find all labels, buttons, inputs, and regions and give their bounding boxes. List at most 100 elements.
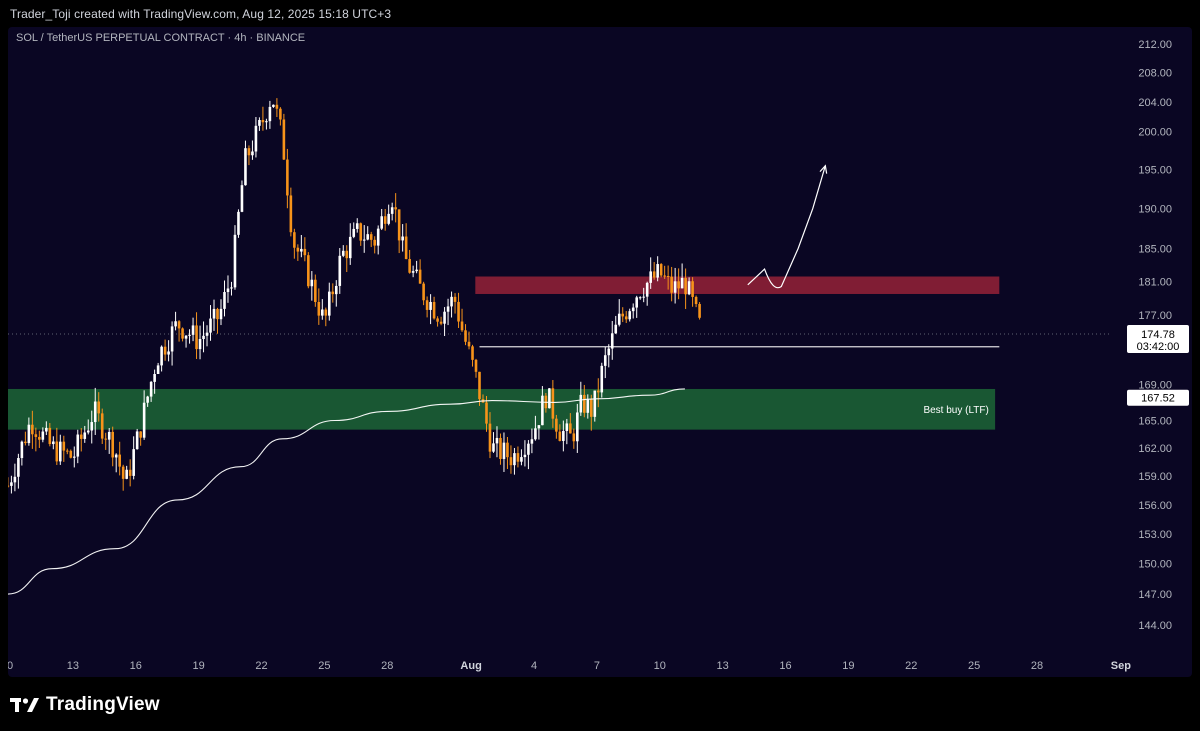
candle-body [282,119,286,160]
candle-body [174,321,177,327]
y-axis-tick-label: 208.00 [1138,68,1172,80]
candle-body [13,476,17,483]
candle-body [583,394,586,413]
candle-body [436,318,439,322]
projection-arrow-line[interactable] [747,165,826,289]
moving-average-line [8,388,685,595]
candle-body [191,325,195,335]
last-price-label-box [1127,325,1189,354]
candle-body [439,321,443,324]
candle-body [425,300,429,310]
candle-body [600,365,604,393]
candle-body [638,297,642,299]
y-axis-tick-label: 150.00 [1138,559,1172,571]
y-axis-tick-label: 212.00 [1138,39,1172,51]
candle-body [359,223,363,241]
candle-body [139,431,142,438]
tradingview-logo-icon [10,698,39,712]
candle-body [677,281,680,289]
candle-body [202,335,205,340]
candle-body [541,395,544,426]
resistance-zone[interactable] [475,276,1000,294]
candle-body [34,434,38,437]
y-axis-tick-label: 156.00 [1138,500,1172,512]
last-price-value: 174.78 [1141,329,1175,341]
candle-body [376,228,380,246]
candle-body [62,441,66,451]
candle-body [223,292,226,309]
candle-body [100,413,104,439]
candle-body [293,232,296,248]
candle-body [219,308,223,320]
candle-body [495,437,499,444]
candle-body [279,108,282,120]
y-axis-tick-label: 147.00 [1138,589,1172,601]
candle-body [334,285,338,295]
candle-body [551,388,555,419]
candle-body [48,427,52,445]
x-axis-tick-label: 25 [968,660,980,672]
candle-body [205,332,209,336]
candle-body [69,450,73,458]
candle-body [485,402,488,424]
candle-body [684,277,687,295]
candle-body [230,287,233,289]
candle-body [429,301,432,310]
candle-body [181,328,184,339]
candle-body [17,458,20,477]
x-axis-tick-label: 19 [193,660,205,672]
candle-body [237,211,240,235]
chart-panel[interactable]: Best buy (LTF) 212.00 208.00 204.00 200.00 19… [8,27,1192,677]
y-axis-tick-label: 162.00 [1138,443,1172,455]
candle-body [177,321,181,329]
candle-body [593,390,597,417]
candle-body [195,325,198,350]
candle-body [610,333,614,349]
x-axis-tick-label: Sep [1111,660,1131,672]
candle-body [272,104,275,107]
candle-body [247,148,251,156]
candle-body [450,296,453,307]
candle-body [327,291,331,316]
candle-body [607,348,611,356]
candle-body [383,216,387,224]
y-axis-tick-label: 177.00 [1138,310,1172,322]
candle-body [418,269,422,284]
candle-body [579,394,583,413]
candle-body [687,281,691,295]
candle-body [478,371,481,400]
candle-body [464,330,467,342]
x-axis-tick-label: 13 [67,660,79,672]
candle-body [649,271,652,283]
candle-body [317,302,321,316]
candle-body [146,396,149,403]
y-axis-tick-label: 144.00 [1138,620,1172,632]
candle-body [20,441,24,459]
candle-body [572,433,576,442]
candle-body [614,324,618,334]
candle-body [453,296,457,302]
candle-body [390,207,394,214]
candle-body [324,309,328,316]
candle-body [111,431,115,458]
candle-body [366,234,370,240]
candle-body [93,401,97,423]
price-chart[interactable]: Best buy (LTF) 212.00 208.00 204.00 200.00 19… [8,27,1192,677]
candle-body [345,250,349,259]
candle-body [534,428,537,440]
x-axis-tick-label: 25 [318,660,330,672]
candle-body [666,276,670,278]
candle-body [502,442,506,459]
candle-body [443,311,446,324]
candle-body [387,213,390,224]
candle-body [118,454,121,467]
candle-body [184,335,188,339]
candle-body [624,316,628,320]
candle-body [499,437,502,459]
tradingview-footer: TradingView [10,693,160,717]
x-axis-tick-label: 0 [8,660,13,672]
support-zone[interactable] [8,388,996,430]
moving-average-label-box [1127,389,1189,406]
candle-body [286,159,289,196]
candle-body [520,457,523,462]
